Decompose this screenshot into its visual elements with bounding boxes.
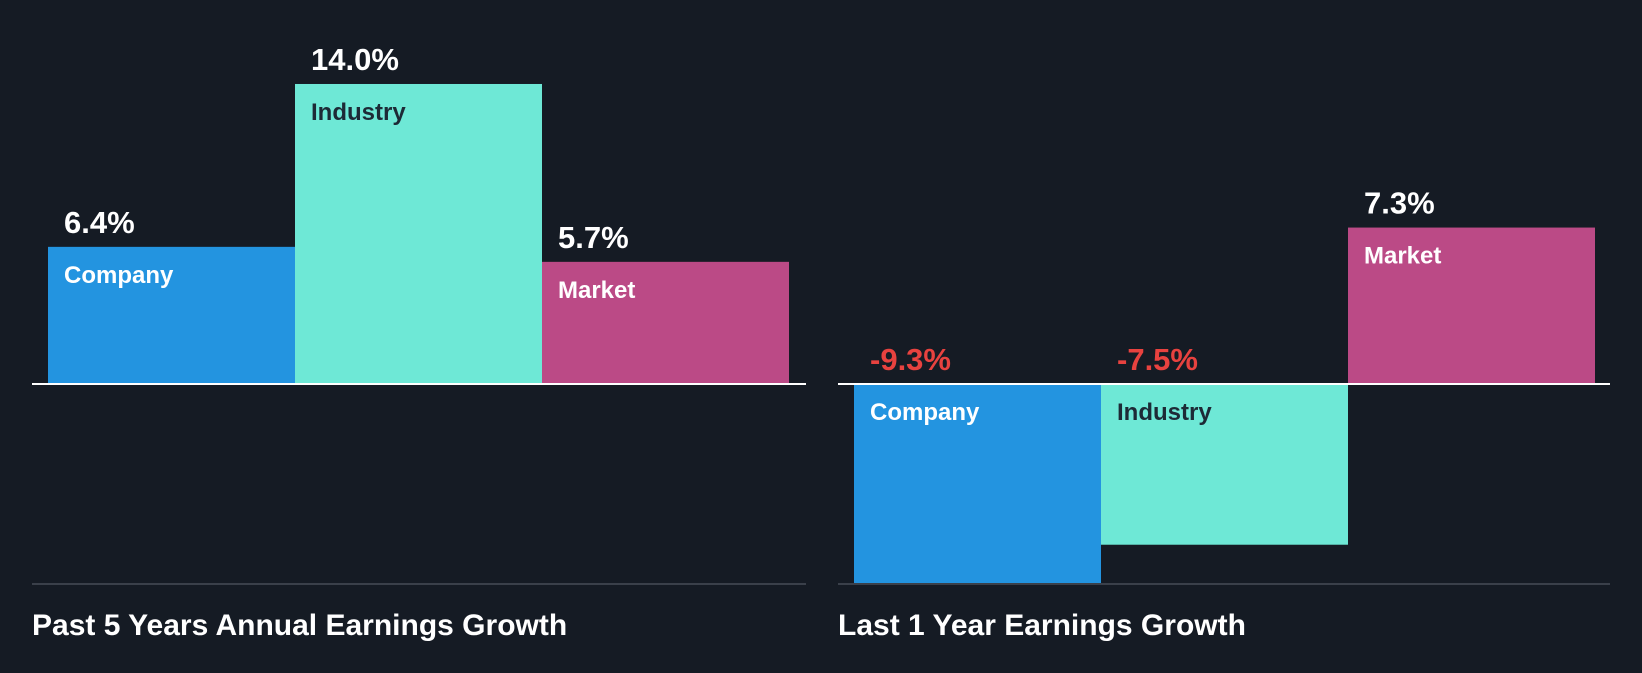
past-5-years-bar-industry <box>295 83 542 384</box>
last-1-year-category-label-market: Market <box>1364 243 1441 270</box>
past-5-years-panel: 6.4% Company 14.0% Industry 5.7% Market <box>32 42 806 585</box>
last-1-year-bar-industry <box>1101 384 1348 545</box>
past-5-years-title: Past 5 Years Annual Earnings Growth <box>32 609 567 642</box>
last-1-year-value-label-company: -9.3% <box>870 342 951 377</box>
past-5-years-category-label-market: Market <box>558 277 635 304</box>
last-1-year-category-label-industry: Industry <box>1117 399 1212 426</box>
past-5-years-value-label-company: 6.4% <box>64 205 135 240</box>
past-5-years-bar-company <box>48 246 295 384</box>
past-5-years-bar-market <box>542 261 789 384</box>
last-1-year-value-label-market: 7.3% <box>1364 186 1435 221</box>
past-5-years-value-label-market: 5.7% <box>558 220 629 255</box>
last-1-year-value-label-industry: -7.5% <box>1117 342 1198 377</box>
last-1-year-title: Last 1 Year Earnings Growth <box>838 609 1246 642</box>
last-1-year-panel: -9.3% Company -7.5% Industry 7.3% Market <box>838 186 1610 585</box>
past-5-years-category-label-industry: Industry <box>311 99 406 126</box>
last-1-year-bar-market <box>1348 227 1595 384</box>
last-1-year-bar-company <box>854 384 1101 584</box>
past-5-years-value-label-industry: 14.0% <box>311 42 399 77</box>
last-1-year-category-label-company: Company <box>870 399 980 426</box>
past-5-years-category-label-company: Company <box>64 262 174 289</box>
